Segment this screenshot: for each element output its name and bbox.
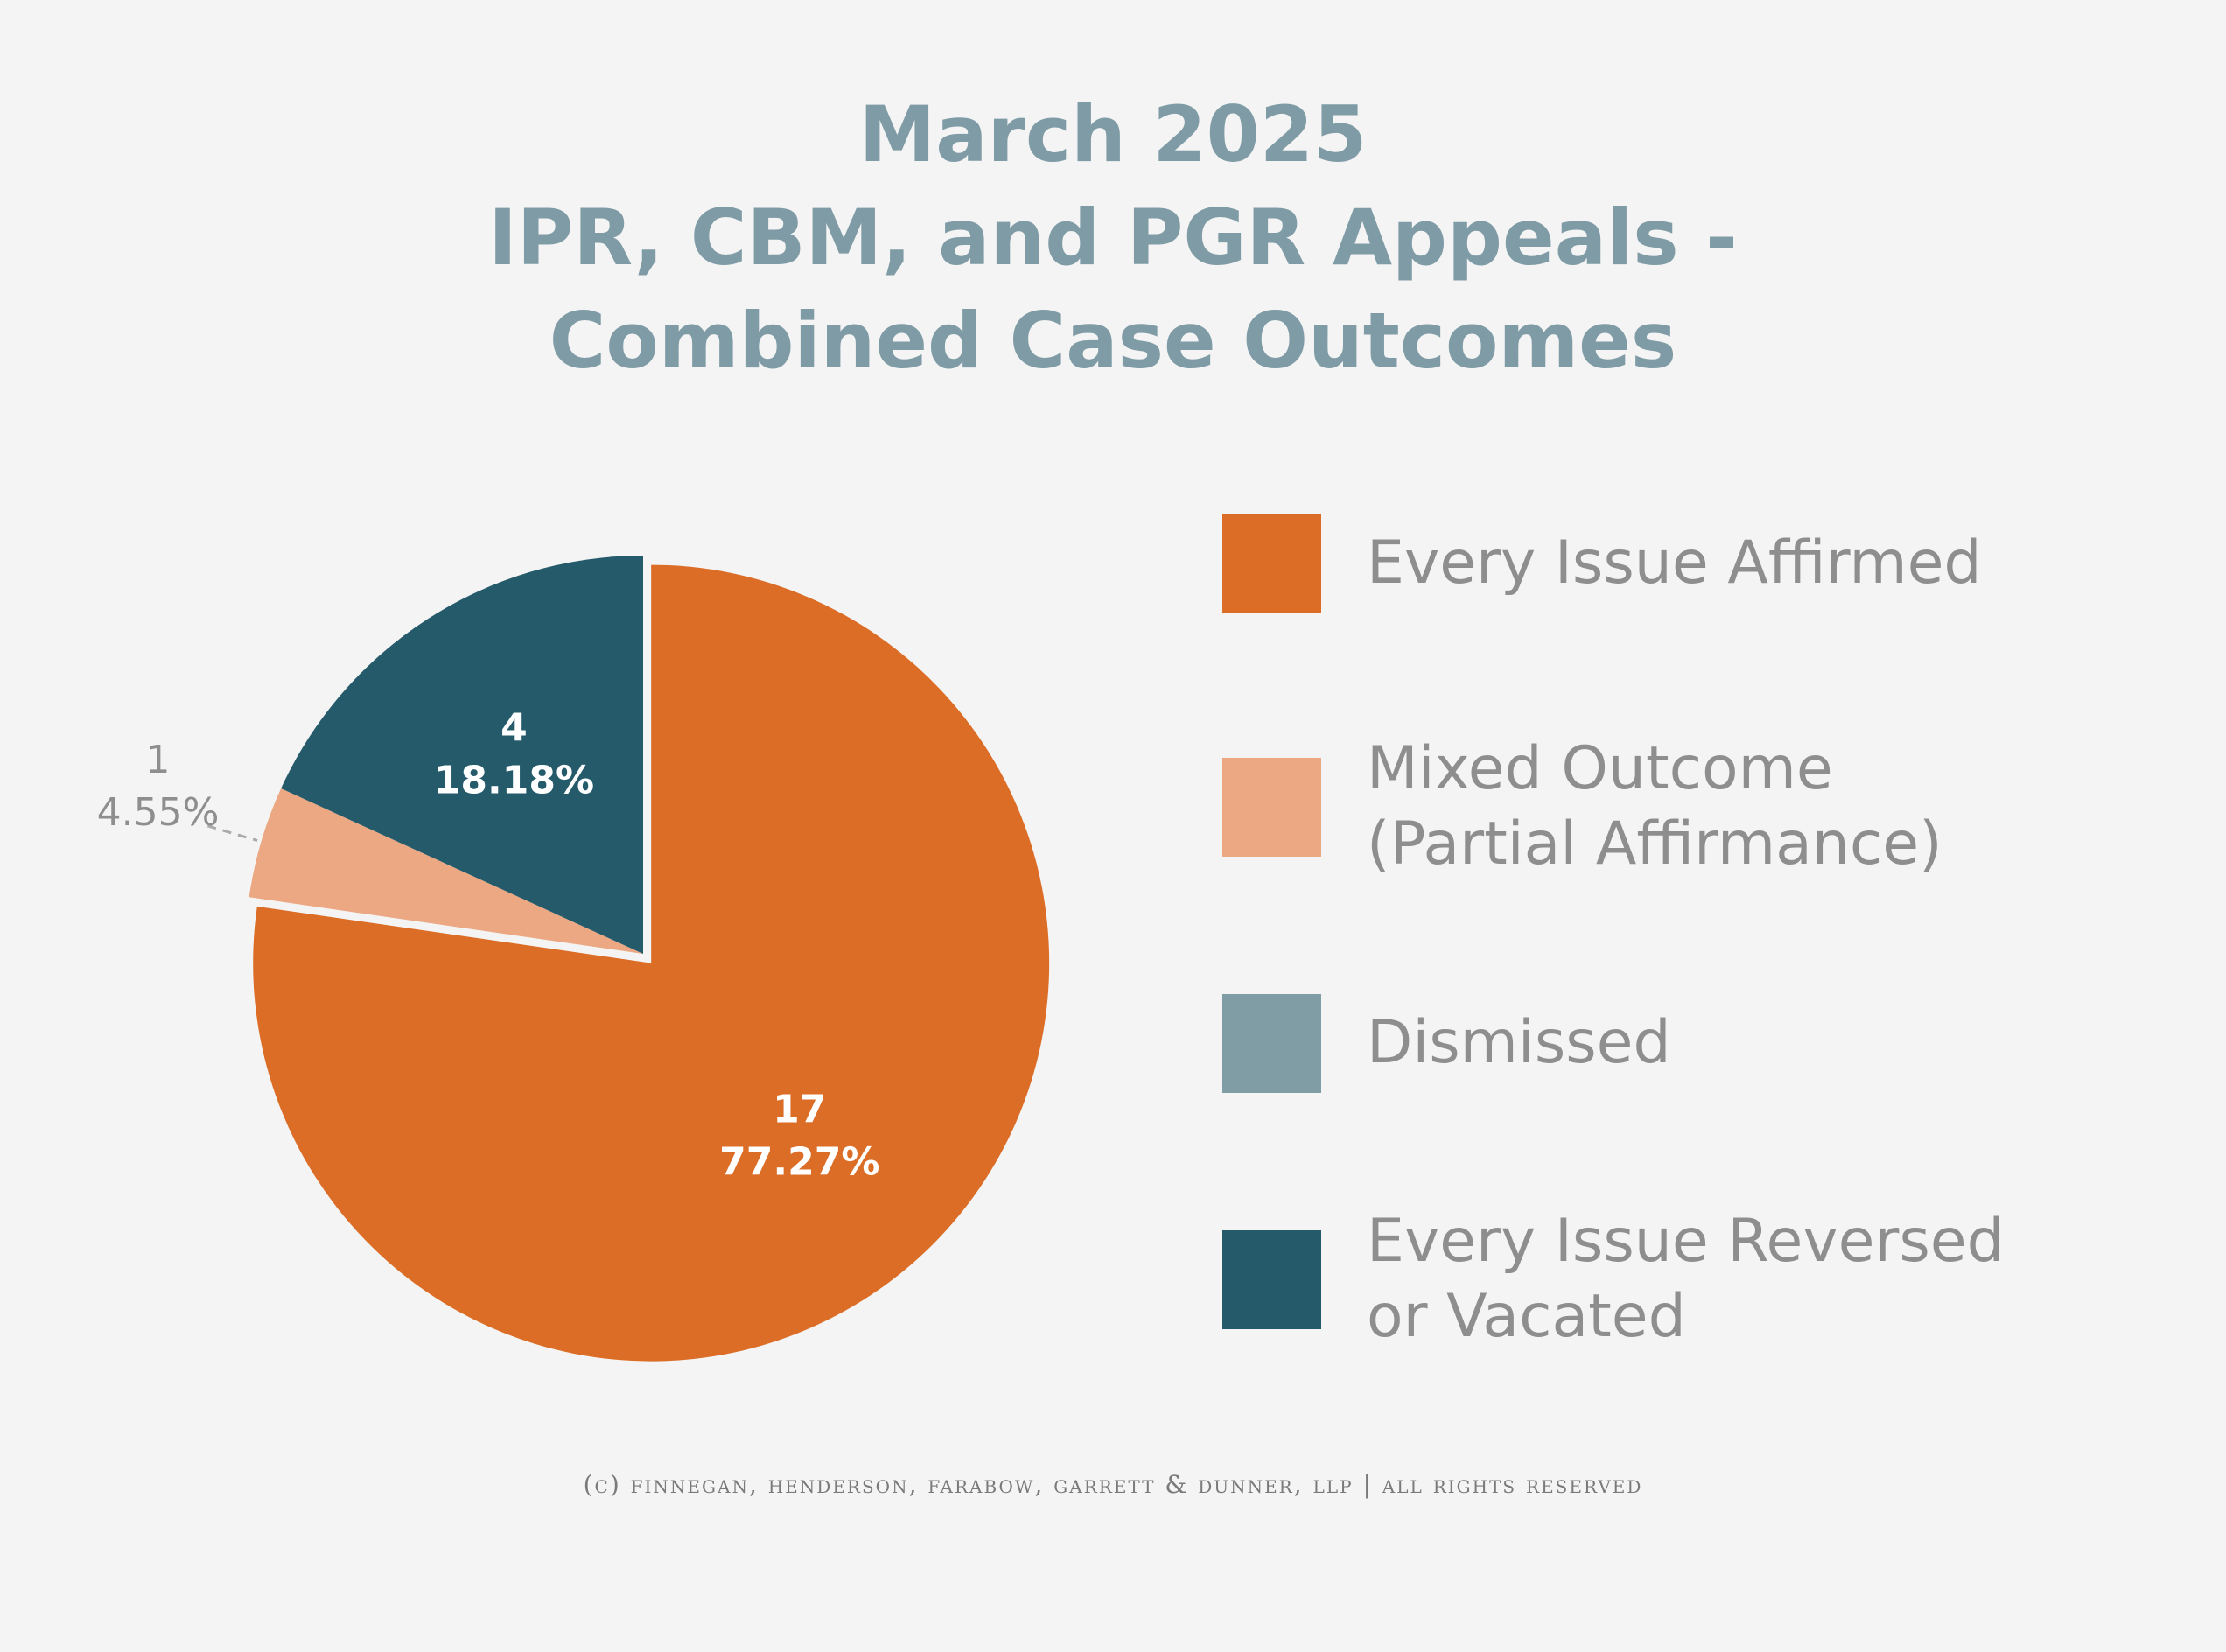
legend-label-line: Mixed Outcome [1367, 734, 1833, 803]
data-label-count-every-issue-affirmed: 17 [773, 1087, 826, 1131]
title-line-3: Combined Case Outcomes [549, 296, 1677, 386]
legend-label-dismissed: Dismissed [1367, 1005, 1671, 1081]
chart-title: March 2025 IPR, CBM, and PGR Appeals - C… [0, 83, 2226, 393]
legend-label-line: or Vacated [1367, 1282, 1686, 1351]
legend-label-line: Every Issue Affirmed [1367, 528, 1982, 598]
legend-swatch-every-issue-reversed-or-vacated [1222, 1230, 1321, 1329]
title-line-2: IPR, CBM, and PGR Appeals - [488, 192, 1738, 283]
legend-label-every-issue-affirmed: Every Issue Affirmed [1367, 526, 1982, 601]
leader-line-mixed-outcome-partial-affirmance [206, 824, 258, 842]
legend-swatch-dismissed [1222, 994, 1321, 1093]
legend-label-mixed-outcome-partial-affirmance: Mixed Outcome (Partial Affirmance) [1367, 732, 1942, 882]
data-label-percent-mixed-outcome-partial-affirmance: 4.55% [97, 790, 220, 835]
legend-label-line: Dismissed [1367, 1008, 1671, 1077]
pie-slice-every-issue-affirmed [253, 564, 1050, 1362]
data-label-count-every-issue-reversed-or-vacated: 4 [500, 705, 528, 750]
legend-swatch-every-issue-affirmed [1222, 514, 1321, 613]
legend-label-line: Every Issue Reversed [1367, 1207, 2005, 1276]
legend-label-line: (Partial Affirmance) [1367, 809, 1942, 878]
legend-label-every-issue-reversed-or-vacated: Every Issue Reversed or Vacated [1367, 1204, 2005, 1354]
data-label-percent-every-issue-affirmed: 77.27% [719, 1139, 879, 1184]
data-label-count-mixed-outcome-partial-affirmance: 1 [146, 738, 171, 782]
copyright-footer: (c) finnegan, henderson, farabow, garret… [583, 1470, 1643, 1499]
legend-swatch-mixed-outcome-partial-affirmance [1222, 758, 1321, 857]
data-label-percent-every-issue-reversed-or-vacated: 18.18% [434, 758, 594, 802]
pie-slice-mixed-outcome-partial-affirmance [248, 788, 643, 954]
pie-slice-every-issue-reversed-or-vacated [281, 556, 643, 954]
title-line-1: March 2025 [858, 89, 1368, 179]
